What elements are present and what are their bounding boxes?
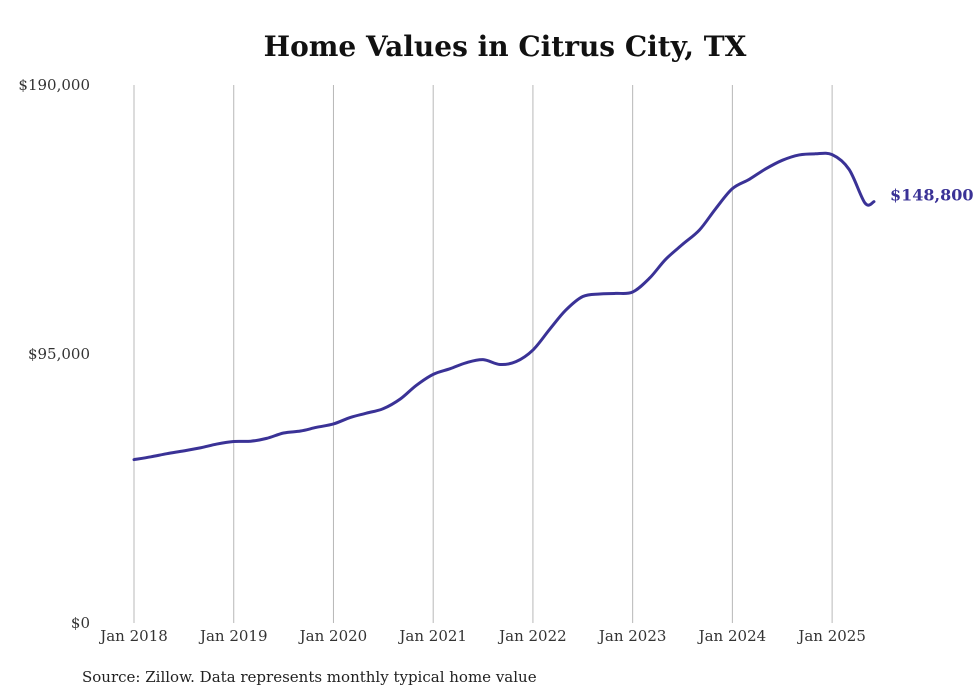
x-tick-label: Jan 2023 — [597, 627, 667, 645]
chart-title: Home Values in Citrus City, TX — [263, 30, 747, 63]
x-tick-label: Jan 2019 — [198, 627, 268, 645]
y-tick-label: $95,000 — [28, 345, 90, 363]
x-tick-label: Jan 2025 — [796, 627, 866, 645]
x-tick-label: Jan 2022 — [497, 627, 567, 645]
x-tick-labels: Jan 2018 Jan 2019 Jan 2020 Jan 2021 Jan 2022… — [98, 627, 866, 645]
x-tick-label: Jan 2020 — [298, 627, 368, 645]
home-value-line — [132, 151, 876, 462]
y-tick-labels: $190,000 $95,000 $0 — [18, 76, 90, 632]
x-tick-label: Jan 2021 — [397, 627, 467, 645]
x-tick-label: Jan 2018 — [98, 627, 168, 645]
y-tick-label: $190,000 — [18, 76, 90, 94]
y-tick-label: $0 — [71, 614, 90, 632]
x-tick-label: Jan 2024 — [697, 627, 767, 645]
source-note: Source: Zillow. Data represents monthly … — [82, 668, 537, 686]
grid-lines — [133, 85, 833, 623]
end-value-label: $148,800 — [890, 186, 974, 205]
